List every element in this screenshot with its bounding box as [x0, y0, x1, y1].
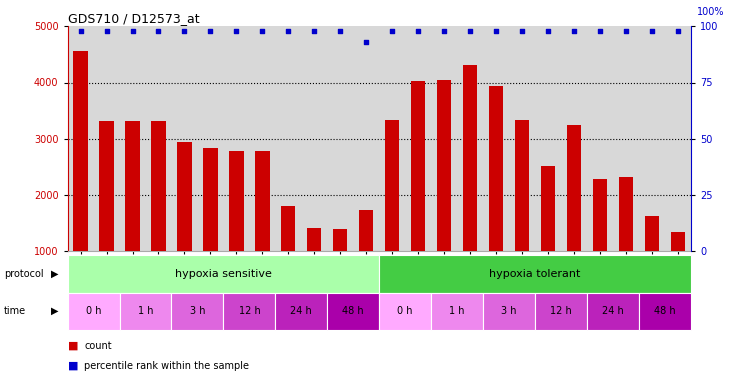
Point [309, 28, 321, 34]
Text: hypoxia tolerant: hypoxia tolerant [490, 269, 581, 279]
Point [152, 28, 164, 34]
Bar [379, 255, 691, 292]
Text: 3 h: 3 h [502, 306, 517, 316]
Text: 1 h: 1 h [449, 306, 465, 316]
Bar [567, 124, 581, 251]
Text: time: time [4, 306, 26, 316]
Text: 1 h: 1 h [137, 306, 153, 316]
Point [672, 28, 684, 34]
Bar [535, 292, 587, 330]
Text: 100%: 100% [697, 7, 725, 17]
Text: 0 h: 0 h [397, 306, 413, 316]
Point [179, 28, 191, 34]
Text: 12 h: 12 h [239, 306, 261, 316]
Point [438, 28, 450, 34]
Point [646, 28, 658, 34]
Bar [541, 166, 555, 251]
Text: percentile rank within the sample: percentile rank within the sample [84, 361, 249, 371]
Point [204, 28, 216, 34]
Bar [619, 177, 633, 251]
Bar [125, 121, 140, 251]
Point [74, 28, 86, 34]
Text: GDS710 / D12573_at: GDS710 / D12573_at [68, 12, 199, 25]
Point [464, 28, 476, 34]
Text: ▶: ▶ [51, 269, 59, 279]
Bar [307, 228, 321, 251]
Bar [119, 292, 171, 330]
Bar [483, 292, 535, 330]
Bar [333, 229, 348, 251]
Text: 0 h: 0 h [86, 306, 101, 316]
Point [256, 28, 268, 34]
Bar [379, 292, 431, 330]
Bar [489, 87, 503, 251]
Bar [437, 80, 451, 251]
Point [334, 28, 346, 34]
Text: ■: ■ [68, 341, 78, 351]
Bar [359, 210, 373, 251]
Text: 48 h: 48 h [654, 306, 676, 316]
Bar [68, 255, 379, 292]
Bar [204, 148, 218, 251]
Text: count: count [84, 341, 112, 351]
Bar [515, 120, 529, 251]
Bar [99, 121, 113, 251]
Point [101, 28, 113, 34]
Bar [255, 150, 270, 251]
Bar [229, 150, 243, 251]
Point [542, 28, 554, 34]
Point [360, 39, 372, 45]
Text: 48 h: 48 h [342, 306, 364, 316]
Point [620, 28, 632, 34]
Bar [177, 142, 192, 251]
Bar [152, 121, 166, 251]
Point [282, 28, 294, 34]
Bar [281, 206, 295, 251]
Point [490, 28, 502, 34]
Bar [593, 179, 607, 251]
Bar [171, 292, 224, 330]
Bar [68, 292, 119, 330]
Text: hypoxia sensitive: hypoxia sensitive [175, 269, 272, 279]
Bar [645, 216, 659, 251]
Bar [385, 120, 400, 251]
Text: 24 h: 24 h [291, 306, 312, 316]
Text: ▶: ▶ [51, 306, 59, 316]
Bar [276, 292, 327, 330]
Text: 3 h: 3 h [190, 306, 205, 316]
Bar [431, 292, 483, 330]
Text: ■: ■ [68, 361, 78, 371]
Point [231, 28, 243, 34]
Text: 12 h: 12 h [550, 306, 572, 316]
Point [594, 28, 606, 34]
Bar [671, 232, 685, 251]
Bar [639, 292, 691, 330]
Bar [327, 292, 379, 330]
Point [412, 28, 424, 34]
Point [386, 28, 398, 34]
Text: protocol: protocol [4, 269, 44, 279]
Bar [411, 81, 425, 251]
Bar [463, 65, 478, 251]
Bar [224, 292, 276, 330]
Point [126, 28, 138, 34]
Point [568, 28, 580, 34]
Text: 24 h: 24 h [602, 306, 624, 316]
Bar [74, 51, 88, 251]
Bar [587, 292, 639, 330]
Point [516, 28, 528, 34]
